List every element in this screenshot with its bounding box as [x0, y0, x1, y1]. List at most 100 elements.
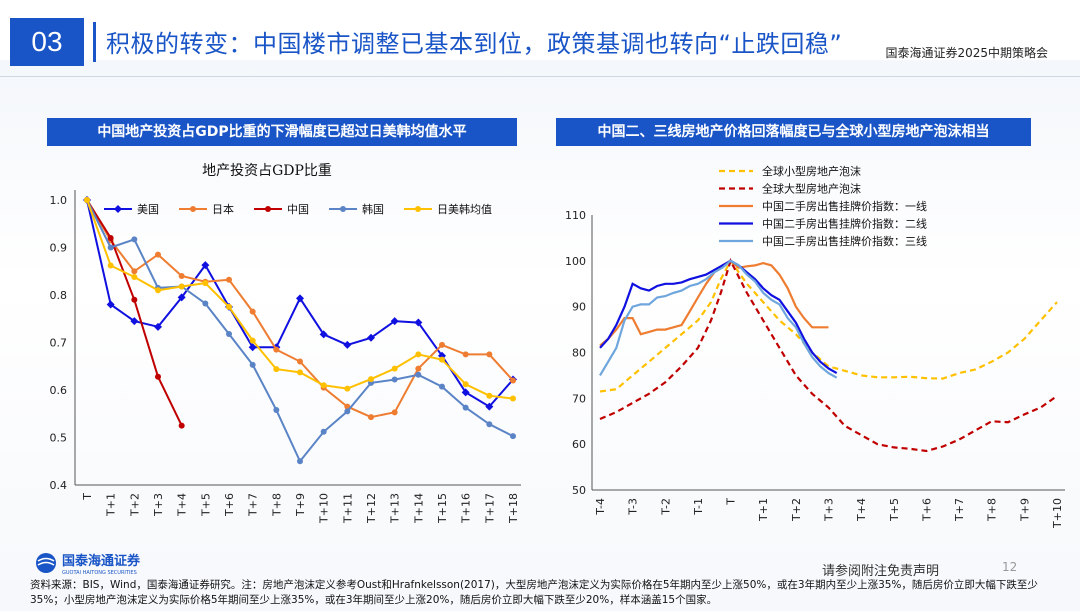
left-data-point	[320, 428, 327, 435]
right-x-tick-label: T-2	[659, 498, 672, 516]
left-data-point	[510, 377, 516, 384]
left-x-tick-label: T+6	[223, 493, 236, 517]
left-data-point	[486, 392, 493, 399]
left-y-tick-label: 0.9	[50, 242, 68, 255]
right-y-tick-label: 50	[572, 484, 586, 497]
left-data-point	[368, 376, 374, 383]
left-x-tick-label: T+15	[436, 493, 449, 524]
left-data-point	[249, 308, 256, 315]
left-legend-marker	[265, 206, 271, 212]
left-y-tick-label: 0.4	[50, 479, 68, 492]
right-x-tick-label: T	[725, 498, 738, 506]
left-data-point	[226, 303, 232, 310]
left-data-point	[462, 404, 469, 411]
title-divider	[93, 22, 96, 62]
left-series-line	[86, 199, 514, 408]
left-data-point	[439, 383, 445, 390]
left-data-point	[415, 365, 422, 372]
left-data-point	[344, 385, 351, 392]
right-legend-label: 中国二手房出售挂牌价指数：三线	[762, 234, 927, 248]
header-divider	[0, 76, 1080, 77]
logo-text: 国泰海通证券	[62, 553, 141, 569]
left-data-point	[320, 382, 327, 389]
left-y-tick-label: 0.8	[50, 289, 68, 302]
left-series-line	[86, 199, 183, 427]
left-x-tick-label: T+12	[365, 493, 378, 524]
left-legend-label: 中国	[287, 203, 309, 216]
right-x-tick-label: T+5	[888, 498, 901, 522]
left-data-point	[367, 333, 375, 342]
left-data-point	[84, 197, 90, 203]
footer-logo: 国泰海通证券 GUOTAI HAITONG SECURITIES	[34, 552, 254, 580]
left-legend-label: 日本	[212, 202, 234, 216]
section-number: 03	[10, 18, 84, 66]
right-x-tick-label: T+10	[1051, 498, 1064, 529]
left-x-tick-label: T+3	[152, 493, 165, 517]
left-x-tick-label: T+5	[199, 493, 212, 517]
left-data-point	[249, 337, 256, 344]
right-legend-label: 全球大型房地产泡沫	[762, 182, 861, 196]
right-y-tick-label: 110	[565, 209, 586, 222]
left-legend-label: 韩国	[362, 202, 384, 216]
left-data-point	[249, 361, 256, 368]
left-data-point	[107, 244, 114, 251]
left-x-tick-label: T+2	[128, 493, 141, 517]
right-series-line	[599, 257, 1058, 453]
left-data-point	[226, 276, 232, 283]
left-x-tick-label: T+11	[341, 493, 354, 524]
left-data-point	[510, 433, 516, 440]
page-title: 积极的转变：中国楼市调整已基本到位，政策基调也转向“止跌回稳”	[106, 30, 843, 58]
left-data-point	[414, 318, 423, 327]
left-data-point	[273, 346, 280, 353]
left-data-point	[319, 330, 328, 339]
left-data-point	[155, 373, 161, 380]
right-legend-label: 全球小型房地产泡沫	[762, 164, 861, 178]
left-data-point	[273, 366, 280, 373]
report-name: 国泰海通证券2025中期策略会	[885, 46, 1048, 60]
logo-subtext: GUOTAI HAITONG SECURITIES	[62, 570, 137, 576]
right-y-tick-label: 60	[572, 438, 586, 451]
disclaimer-link[interactable]: 请参阅附注免责声明	[822, 564, 940, 579]
left-legend-label: 美国	[137, 203, 159, 216]
left-data-point	[297, 458, 303, 465]
left-data-point	[106, 300, 115, 309]
left-x-tick-label: T+16	[460, 493, 473, 524]
left-panel-title: 中国地产投资占GDP比重的下滑幅度已超过日美韩均值水平	[47, 118, 517, 146]
left-data-point	[273, 406, 280, 413]
right-series-line	[599, 258, 1058, 393]
left-legend-marker	[340, 206, 346, 212]
left-data-point	[391, 376, 398, 383]
right-y-tick-label: 90	[572, 301, 586, 314]
left-data-point	[486, 421, 493, 428]
left-x-tick-label: T+17	[483, 493, 496, 524]
left-data-point	[177, 293, 186, 302]
left-data-point	[155, 251, 161, 258]
left-data-point	[368, 414, 374, 421]
right-x-tick-label: T+2	[790, 498, 803, 522]
left-x-tick-label: T+4	[176, 493, 189, 517]
left-data-point	[296, 294, 304, 303]
left-data-point	[178, 422, 185, 429]
source-footnote: 资料来源：BIS，Wind，国泰海通证券研究。注：房地产泡沫定义参考Oust和H…	[30, 579, 1038, 606]
left-data-point	[461, 388, 470, 397]
left-data-point	[415, 371, 422, 378]
left-chart-title: 地产投资占GDP比重	[202, 163, 332, 179]
left-data-point	[202, 280, 209, 287]
right-y-tick-label: 100	[565, 255, 586, 268]
header: 03 积极的转变：中国楼市调整已基本到位，政策基调也转向“止跌回稳” 国泰海通证…	[0, 0, 1080, 78]
left-data-point	[391, 409, 398, 416]
right-legend-label: 中国二手房出售挂牌价指数：二线	[762, 217, 927, 231]
left-x-tick-label: T+1	[105, 493, 118, 517]
left-data-point	[131, 296, 138, 303]
background	[0, 60, 1080, 611]
right-x-tick-label: T+9	[1018, 498, 1031, 522]
right-x-tick-label: T+4	[855, 498, 868, 522]
left-data-point	[390, 317, 399, 326]
left-data-point	[178, 283, 185, 290]
left-data-point	[131, 268, 138, 275]
right-series-line	[599, 259, 838, 379]
right-x-tick-label: T-1	[692, 498, 705, 516]
right-x-tick-label: T+3	[823, 498, 836, 522]
left-data-point	[485, 402, 494, 411]
